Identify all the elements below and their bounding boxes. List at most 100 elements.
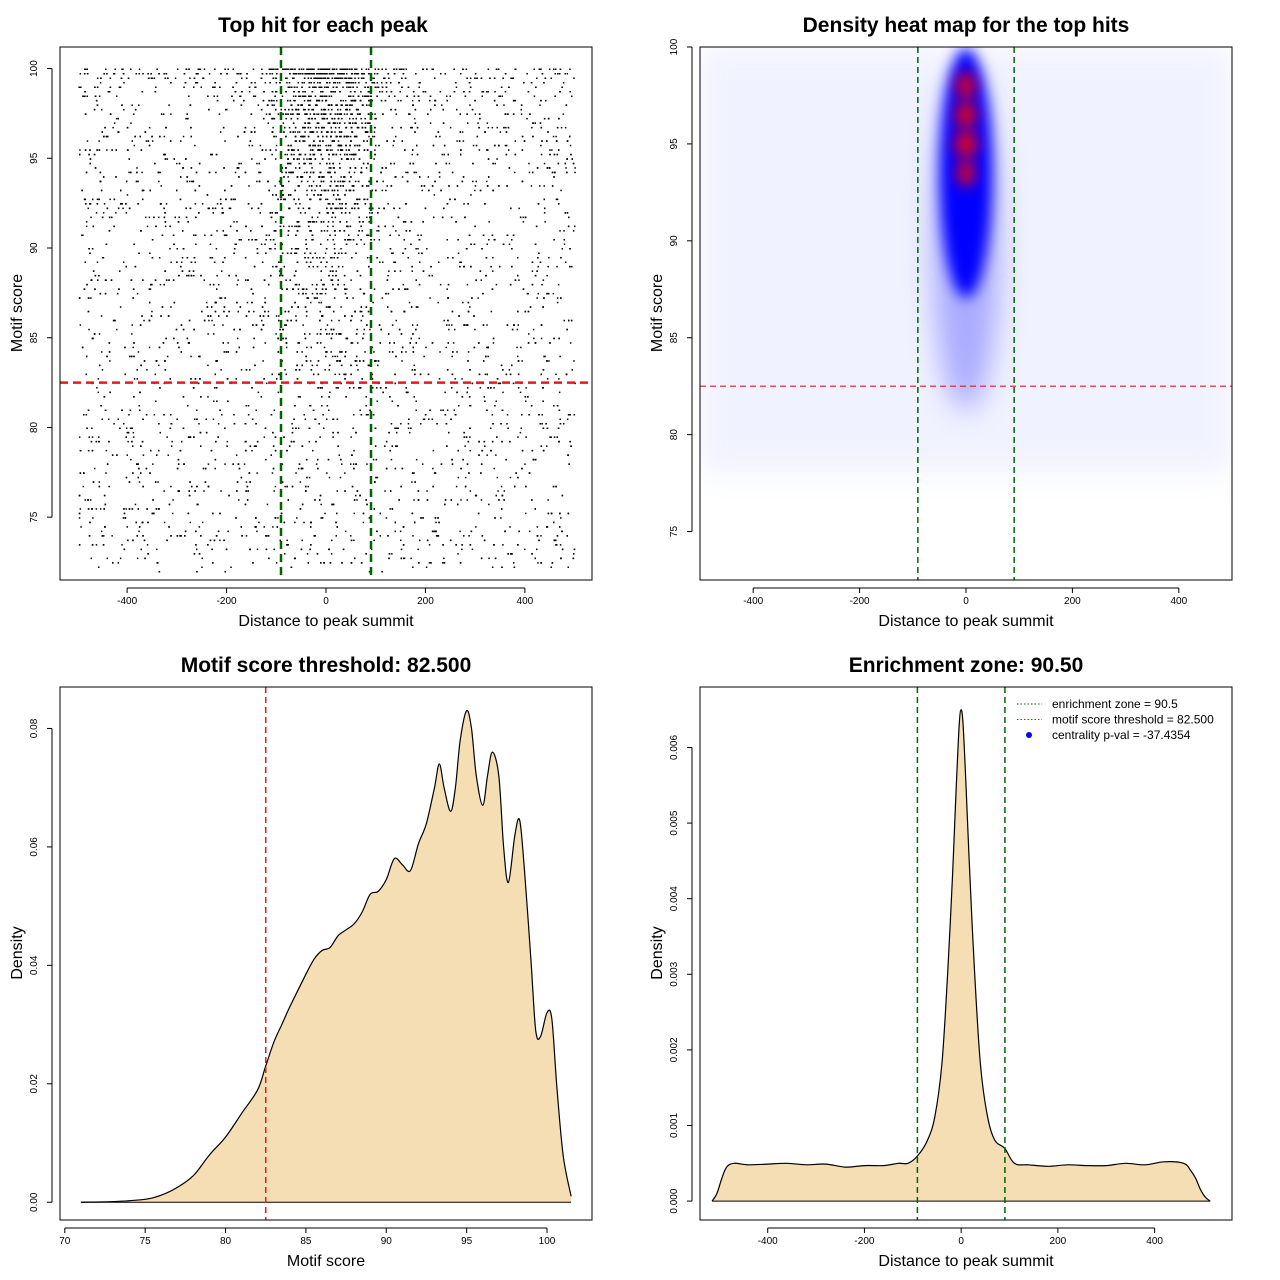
scatter-point (362, 360, 365, 362)
scatter-point (120, 77, 123, 79)
scatter-point (273, 409, 276, 411)
scatter-point (248, 144, 251, 147)
scatter-point (444, 499, 447, 501)
scatter-point (298, 131, 301, 133)
scatter-point (453, 409, 455, 411)
scatter-point (415, 73, 417, 75)
scatter-point (508, 149, 510, 151)
scatter-point (269, 239, 272, 241)
scatter-point (263, 436, 266, 438)
scatter-point (334, 122, 336, 124)
scatter-point (393, 207, 395, 210)
scatter-point (168, 279, 170, 281)
scatter-point (274, 485, 277, 488)
scatter-point (392, 252, 394, 254)
scatter-point (297, 207, 300, 210)
scatter-point (354, 122, 356, 124)
scatter-point (504, 91, 507, 93)
scatter-point (333, 189, 336, 192)
scatter-point (502, 544, 504, 546)
scatter-point (162, 113, 165, 115)
scatter-point (385, 68, 387, 70)
scatter-point (227, 68, 229, 70)
scatter-point (455, 86, 458, 88)
scatter-point (346, 135, 348, 138)
scatter-point (284, 553, 286, 555)
scatter-point (312, 257, 314, 259)
scatter-point (361, 68, 363, 70)
scatter-point (251, 301, 253, 304)
scatter-point (271, 73, 273, 75)
scatter-point (563, 239, 565, 241)
scatter-point (285, 117, 287, 120)
scatter-point (251, 158, 253, 160)
scatter-point (313, 86, 316, 88)
scatter-point (446, 288, 448, 290)
scatter-point (496, 476, 499, 479)
scatter-point (539, 423, 542, 425)
scatter-point (328, 167, 330, 169)
scatter-point (525, 512, 527, 515)
scatter-point (311, 167, 313, 169)
scatter-point (517, 324, 519, 326)
scatter-point (319, 171, 322, 174)
scatter-point (348, 234, 350, 236)
scatter-point (197, 503, 199, 506)
scatter-point (176, 68, 179, 70)
scatter-point (225, 108, 227, 111)
scatter-point (376, 400, 378, 402)
scatter-point (370, 548, 373, 551)
scatter-point (254, 445, 256, 447)
scatter-point (207, 95, 209, 97)
scatter-point (467, 387, 469, 389)
scatter-point (99, 82, 102, 84)
scatter-point (297, 342, 299, 344)
scatter-point (287, 310, 290, 313)
scatter-point (460, 149, 462, 151)
scatter-point (260, 396, 262, 398)
scatter-point (230, 566, 232, 568)
scatter-point (277, 391, 280, 394)
scatter-point (467, 122, 469, 124)
scatter-point (432, 449, 435, 452)
scatter-point (478, 149, 481, 151)
scatter-point (319, 140, 321, 142)
scatter-point (279, 328, 281, 331)
scatter-point (158, 216, 160, 219)
scatter-point (553, 436, 556, 438)
scatter-point (395, 445, 397, 447)
scatter-point (289, 99, 292, 102)
scatter-point (503, 126, 505, 129)
scatter-point (132, 288, 135, 290)
scatter-point (314, 117, 316, 120)
scatter-point (321, 292, 323, 295)
scatter-point (531, 126, 533, 129)
scatter-point (304, 108, 306, 111)
scatter-point (157, 481, 159, 483)
scatter-point (409, 230, 411, 232)
scatter-point (308, 144, 310, 147)
scatter-point (507, 126, 510, 129)
scatter-point (133, 144, 136, 147)
scatter-point (248, 239, 250, 241)
scatter-point (541, 73, 544, 75)
scatter-point (128, 414, 130, 416)
scatter-point (483, 396, 485, 398)
scatter-point (517, 373, 520, 376)
scatter-point (220, 73, 222, 75)
scatter-point (236, 301, 238, 304)
scatter-point (295, 270, 297, 272)
scatter-point (158, 364, 160, 367)
scatter-point (455, 82, 457, 84)
scatter-point (165, 203, 168, 205)
scatter-point (98, 333, 101, 335)
scatter-point (372, 301, 374, 304)
scatter-point (324, 95, 326, 97)
scatter-point (179, 535, 181, 537)
scatter-point (240, 476, 243, 479)
scatter-point (325, 288, 327, 290)
scatter-point (371, 113, 374, 115)
scatter-point (293, 440, 295, 443)
scatter-point (307, 297, 309, 299)
scatter-point (324, 73, 326, 75)
